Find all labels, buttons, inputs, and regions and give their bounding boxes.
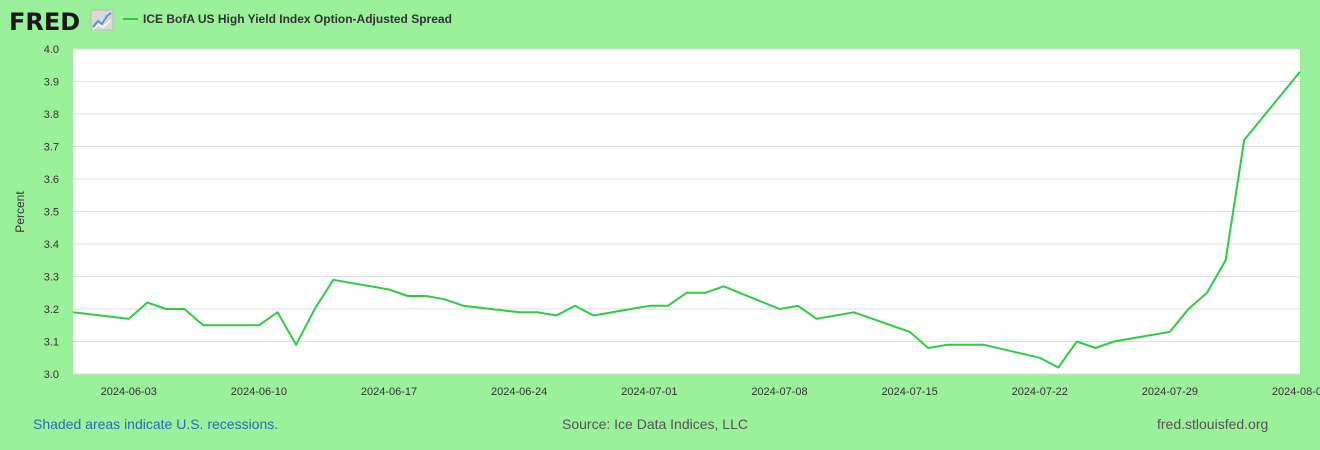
- y-axis-ticks: 3.0 3.1 3.2 3.3 3.4 3.5 3.6 3.7 3.8 3.9 4.0: [44, 44, 59, 381]
- y-tick-label: 3.1: [44, 337, 59, 349]
- y-tick-label: 3.9: [44, 77, 59, 89]
- fred-logo-text: FRED: [9, 8, 80, 36]
- x-tick-label: 2024-07-01: [621, 386, 677, 398]
- y-tick-label: 3.3: [44, 272, 59, 284]
- y-tick-label: 3.0: [44, 369, 59, 381]
- gridlines: [73, 48, 1300, 375]
- y-tick-label: 3.7: [44, 142, 59, 154]
- y-tick-label: 3.5: [44, 207, 59, 219]
- x-tick-label: 2024-07-22: [1012, 386, 1068, 398]
- y-axis-label: Percent: [13, 191, 27, 233]
- chart-legend: ICE BofA US High Yield Index Option-Adju…: [123, 12, 452, 26]
- y-tick-label: 3.2: [44, 304, 59, 316]
- recession-note-link[interactable]: Shaded areas indicate U.S. recessions.: [33, 416, 279, 432]
- x-tick-label: 2024-07-29: [1142, 386, 1198, 398]
- fred-logo[interactable]: FRED: [9, 8, 114, 36]
- x-axis-ticks: 2024-06-03 2024-06-10 2024-06-17 2024-06-24…: [101, 386, 1320, 398]
- y-tick-label: 3.4: [44, 239, 59, 251]
- series-line: [72, 71, 1301, 369]
- source-text: Source: Ice Data Indices, LLC: [562, 416, 748, 432]
- y-tick-label: 3.8: [44, 109, 59, 121]
- site-link[interactable]: fred.stlouisfed.org: [1157, 416, 1269, 432]
- y-tick-label: 3.6: [44, 174, 59, 186]
- legend-label: ICE BofA US High Yield Index Option-Adju…: [143, 12, 452, 26]
- x-tick-label: 2024-08-05: [1272, 386, 1320, 398]
- x-tick-label: 2024-06-03: [101, 386, 157, 398]
- y-tick-label: 4.0: [44, 44, 59, 56]
- chart-trend-icon: [90, 9, 114, 31]
- x-tick-label: 2024-07-08: [751, 386, 807, 398]
- x-tick-label: 2024-06-17: [361, 386, 417, 398]
- x-tick-label: 2024-06-10: [231, 386, 287, 398]
- x-tick-label: 2024-07-15: [881, 386, 937, 398]
- x-tick-label: 2024-06-24: [491, 386, 547, 398]
